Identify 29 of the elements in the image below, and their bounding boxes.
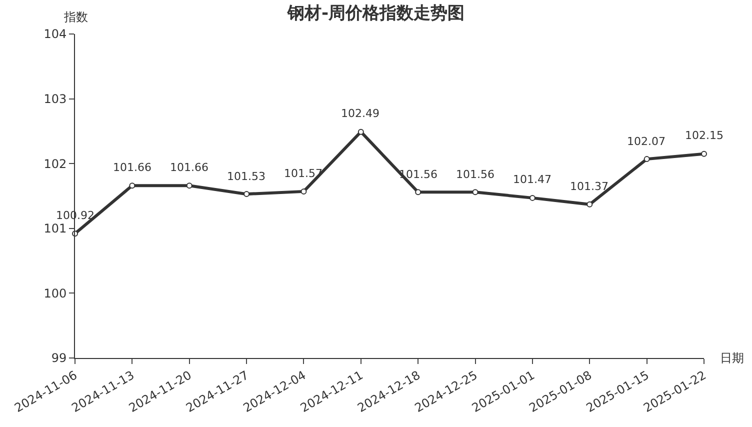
data-label: 102.49: [341, 107, 380, 120]
y-tick-label: 99: [51, 351, 67, 366]
y-tick-label: 101: [44, 222, 67, 236]
y-tick-label: 103: [44, 92, 67, 106]
data-label: 102.15: [685, 129, 724, 142]
point: [529, 194, 536, 201]
data-label: 101.47: [513, 173, 552, 186]
point: [415, 189, 422, 196]
data-label: 101.53: [227, 170, 266, 183]
y-axis-title: 指数: [63, 10, 88, 24]
point: [300, 188, 307, 194]
data-label: 102.07: [627, 135, 666, 148]
y-tick-label: 100: [44, 286, 67, 300]
x-axis-title: 日期: [720, 351, 744, 365]
point: [129, 182, 136, 189]
point: [586, 201, 593, 208]
point: [244, 191, 250, 198]
data-label: 101.37: [570, 180, 608, 193]
y-tick-label: 104: [44, 27, 67, 42]
y-tick-label: 102: [44, 156, 67, 171]
point: [701, 150, 707, 157]
point: [358, 128, 364, 135]
data-label: 101.66: [113, 161, 152, 174]
data-label: 101.66: [170, 161, 208, 174]
point: [644, 156, 650, 162]
chart-title: 钢材-周价格指数走势图: [286, 3, 465, 24]
point: [472, 189, 478, 196]
data-label: 101.56: [456, 168, 494, 181]
point: [186, 182, 192, 189]
